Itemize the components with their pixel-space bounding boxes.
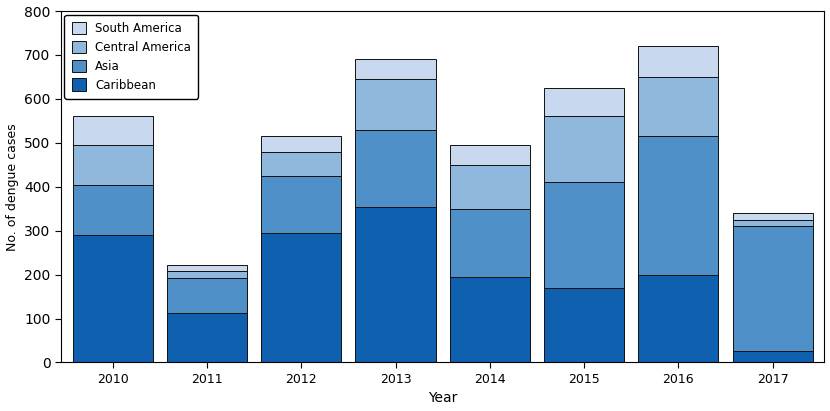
Bar — [638, 77, 719, 136]
X-axis label: Year: Year — [428, 391, 457, 405]
Bar — [73, 185, 153, 235]
Bar — [261, 176, 341, 233]
Bar — [355, 79, 436, 129]
Bar — [733, 213, 813, 220]
Bar — [544, 88, 624, 116]
Bar — [73, 116, 153, 145]
Bar — [638, 46, 719, 77]
Bar — [261, 136, 341, 152]
Bar — [638, 275, 719, 363]
Bar — [167, 278, 247, 313]
Bar — [450, 209, 530, 277]
Bar — [733, 351, 813, 363]
Bar — [733, 226, 813, 351]
Bar — [450, 277, 530, 363]
Bar — [167, 271, 247, 278]
Bar — [355, 129, 436, 207]
Bar — [733, 220, 813, 226]
Bar — [450, 165, 530, 209]
Bar — [355, 207, 436, 363]
Legend: South America, Central America, Asia, Caribbean: South America, Central America, Asia, Ca… — [65, 15, 198, 99]
Bar — [638, 136, 719, 275]
Bar — [544, 116, 624, 182]
Bar — [73, 145, 153, 185]
Bar — [544, 288, 624, 363]
Y-axis label: No. of dengue cases: No. of dengue cases — [6, 123, 18, 251]
Bar — [261, 152, 341, 176]
Bar — [544, 182, 624, 288]
Bar — [261, 233, 341, 363]
Bar — [73, 235, 153, 363]
Bar — [167, 313, 247, 363]
Bar — [167, 265, 247, 271]
Bar — [355, 59, 436, 79]
Bar — [450, 145, 530, 165]
